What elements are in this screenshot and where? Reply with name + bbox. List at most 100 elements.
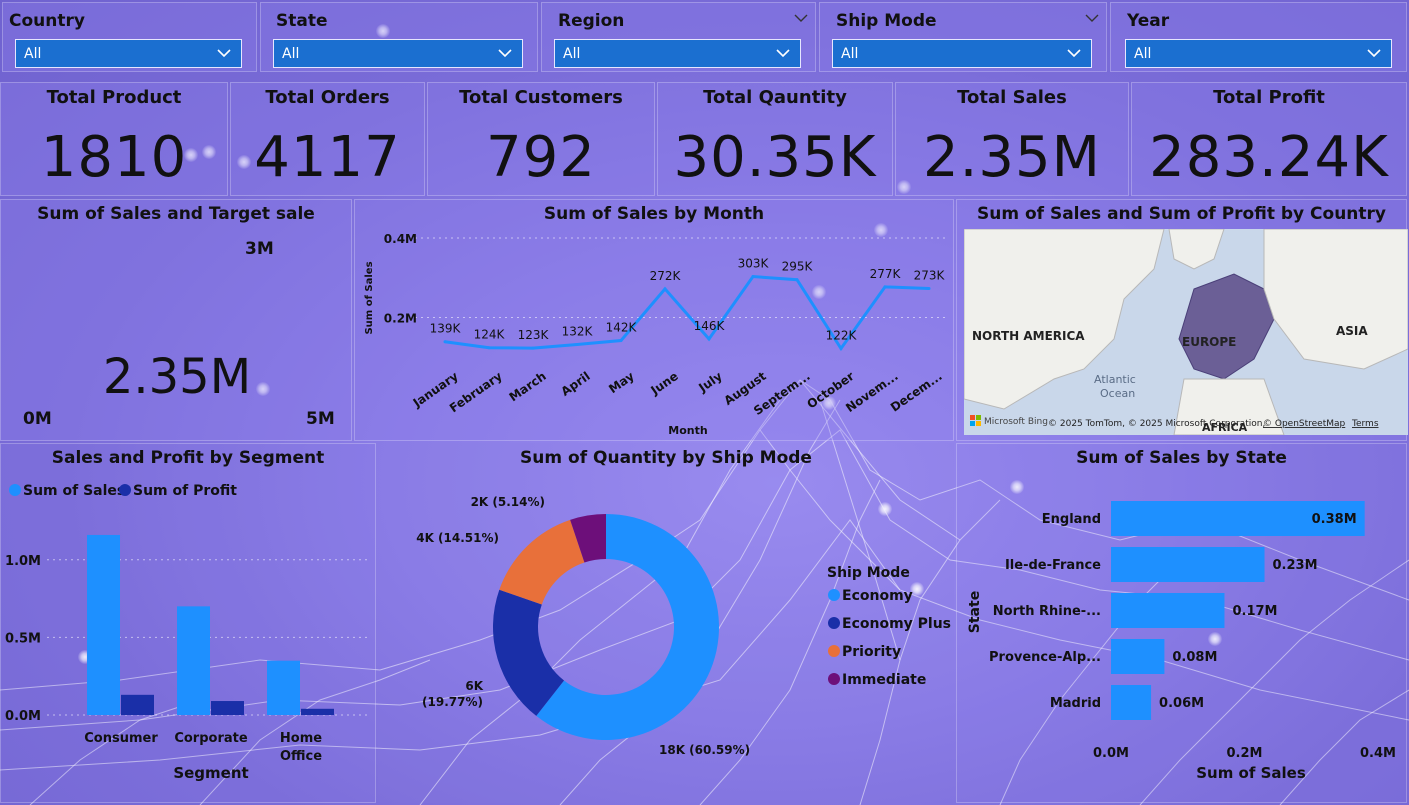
x-axis-title: Sum of Sales (1196, 764, 1306, 782)
donut-chart[interactable]: 18K (60.59%) 6K (19.77%) 4K (14.51%) 2K (5.1… (379, 444, 955, 804)
slicer-state: State All (260, 2, 538, 72)
gauge-chart[interactable]: 2.35M 0M 5M 3M (1, 200, 353, 442)
bar (87, 534, 120, 715)
data-label: 277K (870, 267, 902, 281)
glow-dot (874, 223, 888, 237)
legend-title: Ship Mode (827, 565, 910, 581)
legend-label: Economy (842, 588, 913, 604)
y-tick-label: England (1042, 512, 1101, 527)
state-bar-chart[interactable]: England 0.38M Ile-de-France 0.23M North Rhin… (957, 444, 1408, 804)
shipmode-panel: Sum of Quantity by Ship Mode 18K (60.59%… (378, 443, 954, 803)
kpi-value: 1810 (40, 125, 188, 190)
slice-label: 4K (14.51%) (416, 531, 499, 545)
dropdown-value: All (1134, 46, 1152, 62)
glow-dot (910, 582, 924, 596)
kpi-title: Total Orders (265, 87, 390, 108)
chevron-down-icon[interactable] (793, 11, 809, 25)
donut-chart-title: Sum of Quantity by Ship Mode (520, 448, 812, 468)
chevron-down-icon (498, 49, 512, 58)
data-label: 295K (782, 260, 814, 274)
chevron-down-icon (1367, 49, 1381, 58)
kpi-value: 4117 (254, 125, 401, 190)
chevron-down-icon (776, 49, 790, 58)
slicer-country: Country All (2, 2, 257, 72)
glow-dot (897, 180, 911, 194)
legend-label: Sum of Profit (133, 483, 237, 499)
legend-label: Sum of Sales (23, 483, 125, 499)
kpi-value: 30.35K (673, 125, 877, 190)
terms-link[interactable]: Terms (1351, 419, 1379, 429)
line-point (531, 346, 535, 350)
line-point (795, 278, 799, 282)
bar (301, 708, 334, 715)
map-label: NORTH AMERICA (972, 329, 1085, 343)
kpi-card-total-product: Total Product 1810 (0, 82, 228, 196)
line-point (707, 337, 711, 341)
chevron-down-icon[interactable] (1084, 11, 1100, 25)
donut-slice (493, 589, 565, 716)
map-label: ASIA (1336, 324, 1368, 338)
region-dropdown[interactable]: All (554, 39, 801, 68)
gauge-target-label: 3M (245, 239, 274, 259)
bar (267, 660, 300, 715)
x-axis-title: Month (668, 424, 707, 437)
data-label: 273K (914, 268, 946, 282)
y-tick-label: 0.4M (384, 232, 417, 246)
y-tick-label: Madrid (1050, 696, 1101, 711)
bing-logo-icon (970, 415, 981, 426)
x-tick-label: Office (280, 749, 322, 764)
ship-mode-dropdown[interactable]: All (832, 39, 1092, 68)
x-tick-label: May (606, 369, 637, 396)
x-tick-label: 0.0M (1093, 746, 1129, 761)
glow-dot (256, 382, 270, 396)
kpi-card-total-customers: Total Customers 792 (427, 82, 655, 196)
glow-dot (812, 285, 826, 299)
kpi-title: Total Customers (459, 87, 623, 108)
y-tick-label: North Rhine-... (993, 604, 1101, 619)
line-point (927, 286, 931, 290)
legend-marker (9, 484, 21, 496)
slicer-label: Ship Mode (836, 11, 937, 31)
segment-bar-chart[interactable]: 0.0M 0.5M 1.0M Sum of Sales Sum of Profit Con… (1, 444, 377, 804)
data-label: 0.08M (1172, 650, 1217, 665)
x-tick-label: Consumer (84, 731, 158, 746)
slicer-region: Region All (541, 2, 816, 72)
slicer-ship-mode: Ship Mode All (819, 2, 1107, 72)
data-label: 0.23M (1273, 558, 1318, 573)
bar (211, 701, 244, 715)
state-dropdown[interactable]: All (273, 39, 523, 68)
chevron-down-icon (217, 49, 231, 58)
line-chart-title: Sum of Sales by Month (543, 204, 765, 224)
dropdown-value: All (563, 46, 581, 62)
line-chart[interactable]: 0.2M0.4M139KJanuary124KFebruary123KMarch… (355, 200, 955, 442)
bar (177, 606, 210, 715)
state-panel: Sum of Sales by State England 0.38M Ile-de… (956, 443, 1407, 803)
world-map[interactable]: NORTH AMERICA EUROPE ASIA Atlantic Ocean… (964, 229, 1408, 435)
legend-marker (119, 484, 131, 496)
country-dropdown[interactable]: All (15, 39, 242, 68)
slicer-label: Region (558, 11, 625, 31)
kpi-card-total-orders: Total Orders 4117 (230, 82, 425, 196)
map-label: Ocean (1100, 387, 1135, 400)
sales-line (444, 275, 930, 352)
data-label: 303K (738, 257, 770, 271)
gauge-panel: Sum of Sales and Target sale 2.35M 0M 5M 3M (0, 199, 352, 441)
slicer-label: State (276, 11, 328, 31)
y-tick-label: 0.5M (5, 631, 41, 646)
year-dropdown[interactable]: All (1125, 39, 1392, 68)
legend-label: Economy Plus (842, 616, 951, 632)
data-label: 142K (606, 321, 638, 335)
kpi-value: 2.35M (922, 125, 1101, 190)
y-tick-label: Ile-de-France (1005, 558, 1101, 573)
dropdown-value: All (841, 46, 859, 62)
osm-link[interactable]: © OpenStreetMap (1263, 419, 1346, 429)
kpi-title: Total Profit (1213, 87, 1325, 108)
line-point (883, 285, 887, 289)
legend-marker (828, 645, 840, 657)
glow-dot (822, 396, 836, 410)
kpi-card-total-sales: Total Sales 2.35M (895, 82, 1129, 196)
map-title: Sum of Sales and Sum of Profit by Countr… (976, 204, 1386, 224)
donut-slice (536, 514, 719, 740)
slice-label: 6K (465, 679, 483, 693)
line-point (839, 347, 843, 351)
